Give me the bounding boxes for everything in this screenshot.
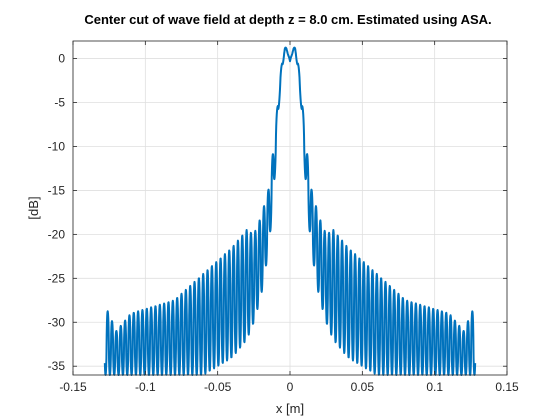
x-tick-label: -0.15 bbox=[59, 380, 87, 394]
y-tick-label: -25 bbox=[48, 271, 66, 285]
y-tick-label: -15 bbox=[48, 183, 66, 197]
x-tick-label: -0.05 bbox=[204, 380, 232, 394]
series-line bbox=[103, 46, 477, 376]
y-tick-label: -20 bbox=[48, 227, 66, 241]
x-tick-label: 0.05 bbox=[351, 380, 375, 394]
y-tick-label: 0 bbox=[58, 52, 65, 66]
y-axis-label: [dB] bbox=[26, 196, 41, 219]
x-tick-label: -0.1 bbox=[135, 380, 156, 394]
y-tick-label: -30 bbox=[48, 315, 66, 329]
x-tick-label: 0 bbox=[287, 380, 294, 394]
x-tick-label: 0.15 bbox=[495, 380, 519, 394]
x-axis-label: x [m] bbox=[276, 401, 304, 416]
y-tick-label: -5 bbox=[54, 96, 65, 110]
y-tick-label: -35 bbox=[48, 359, 66, 373]
x-tick-label: 0.1 bbox=[426, 380, 443, 394]
y-tick-label: -10 bbox=[48, 139, 66, 153]
plot-area: -0.15 -0.1 -0.05 0 0.05 0.1 0.15 0 -5 -10 -15 -20 -2… bbox=[48, 40, 519, 394]
series-layer bbox=[103, 46, 477, 376]
chart-title: Center cut of wave field at depth z = 8.… bbox=[84, 12, 491, 27]
ticks: -0.15 -0.1 -0.05 0 0.05 0.1 0.15 0 -5 -10 -15 -20 -2… bbox=[48, 41, 519, 394]
